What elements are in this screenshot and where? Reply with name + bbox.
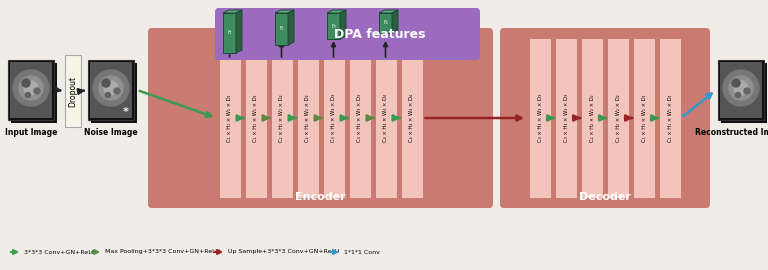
Text: Up Sample+3*3*3 Conv+GN+ReLU: Up Sample+3*3*3 Conv+GN+ReLU — [228, 249, 339, 255]
Bar — [659, 38, 681, 198]
Bar — [219, 38, 240, 198]
FancyBboxPatch shape — [215, 8, 480, 60]
Bar — [400, 38, 422, 198]
Text: F₄: F₄ — [383, 21, 388, 25]
Bar — [296, 38, 319, 198]
Text: C₃ × H₃ × W₃ × D₃: C₃ × H₃ × W₃ × D₃ — [331, 94, 336, 142]
Text: C₁ × H₁ × W₁ × D₁: C₁ × H₁ × W₁ × D₁ — [253, 94, 258, 142]
Text: C₂ × H₂ × W₂ × D₂: C₂ × H₂ × W₂ × D₂ — [279, 94, 284, 142]
Bar — [349, 38, 370, 198]
Text: F₁: F₁ — [227, 31, 232, 35]
Bar — [88, 60, 134, 120]
Circle shape — [22, 79, 30, 87]
Polygon shape — [223, 13, 236, 53]
Polygon shape — [288, 10, 294, 45]
Bar — [555, 38, 577, 198]
FancyBboxPatch shape — [148, 28, 493, 208]
Circle shape — [19, 76, 43, 100]
Circle shape — [93, 70, 129, 106]
Bar — [721, 63, 767, 123]
Text: C₁ × H₁ × W₁ × D₁: C₁ × H₁ × W₁ × D₁ — [227, 94, 232, 142]
Circle shape — [744, 88, 750, 94]
Circle shape — [24, 81, 38, 95]
Circle shape — [104, 81, 118, 95]
Polygon shape — [275, 13, 288, 45]
Bar — [323, 38, 345, 198]
Circle shape — [723, 70, 759, 106]
Text: *: * — [123, 107, 129, 117]
Text: C₄ × H₄ × W₄ × D₄: C₄ × H₄ × W₄ × D₄ — [383, 94, 388, 142]
Bar — [11, 63, 57, 123]
Bar — [91, 63, 137, 123]
Circle shape — [732, 79, 740, 87]
Circle shape — [102, 79, 110, 87]
Bar — [720, 62, 762, 118]
Text: Max Pooling+3*3*3 Conv+GN+ReLU: Max Pooling+3*3*3 Conv+GN+ReLU — [105, 249, 220, 255]
Text: C₂ × H₂ × W₂ × D₂: C₂ × H₂ × W₂ × D₂ — [305, 94, 310, 142]
Polygon shape — [392, 10, 398, 33]
Circle shape — [13, 70, 49, 106]
FancyBboxPatch shape — [500, 28, 710, 208]
Text: C₁ × H₁ × W₁ × D₁: C₁ × H₁ × W₁ × D₁ — [667, 94, 673, 142]
Text: F₃: F₃ — [331, 23, 336, 29]
Text: C₂ × H₂ × W₂ × D₂: C₂ × H₂ × W₂ × D₂ — [615, 94, 621, 142]
Polygon shape — [275, 10, 294, 13]
Circle shape — [736, 93, 740, 97]
Bar — [375, 38, 396, 198]
Text: C₁ × H₁ × W₁ × D₁: C₁ × H₁ × W₁ × D₁ — [641, 94, 647, 142]
Text: DPA features: DPA features — [333, 28, 425, 40]
Text: C₃ × H₃ × W₃ × D₃: C₃ × H₃ × W₃ × D₃ — [538, 94, 542, 142]
Text: C₄ × H₄ × W₄ × D₄: C₄ × H₄ × W₄ × D₄ — [409, 94, 414, 142]
Text: Noise Image: Noise Image — [84, 128, 137, 137]
Polygon shape — [327, 10, 346, 13]
Bar — [718, 60, 764, 120]
Text: Encoder: Encoder — [295, 192, 346, 202]
Text: Dropout: Dropout — [68, 75, 78, 107]
Circle shape — [114, 88, 120, 94]
Circle shape — [105, 93, 111, 97]
Circle shape — [729, 76, 753, 100]
Text: Reconstructed Image: Reconstructed Image — [695, 128, 768, 137]
Text: Decoder: Decoder — [579, 192, 631, 202]
Text: C₃ × H₃ × W₃ × D₃: C₃ × H₃ × W₃ × D₃ — [564, 94, 568, 142]
Bar — [8, 60, 54, 120]
Bar — [607, 38, 629, 198]
Bar — [529, 38, 551, 198]
Bar — [633, 38, 655, 198]
Polygon shape — [327, 13, 340, 39]
Text: F₂: F₂ — [280, 26, 284, 32]
Circle shape — [34, 88, 40, 94]
Text: Input Image: Input Image — [5, 128, 57, 137]
Polygon shape — [223, 10, 242, 13]
Text: 3*3*3 Conv+GN+ReLU: 3*3*3 Conv+GN+ReLU — [24, 249, 96, 255]
Circle shape — [25, 93, 31, 97]
Bar — [581, 38, 603, 198]
Circle shape — [734, 81, 748, 95]
Text: 1*1*1 Conv: 1*1*1 Conv — [344, 249, 380, 255]
Circle shape — [99, 76, 123, 100]
Text: C₃ × H₃ × W₃ × D₃: C₃ × H₃ × W₃ × D₃ — [357, 94, 362, 142]
Bar — [244, 38, 266, 198]
Polygon shape — [340, 10, 346, 39]
Polygon shape — [379, 13, 392, 33]
Text: C₂ × H₂ × W₂ × D₂: C₂ × H₂ × W₂ × D₂ — [590, 94, 594, 142]
Polygon shape — [379, 10, 398, 13]
Bar — [90, 62, 132, 118]
Bar — [65, 55, 81, 127]
Bar — [10, 62, 52, 118]
Polygon shape — [236, 10, 242, 53]
Bar — [270, 38, 293, 198]
